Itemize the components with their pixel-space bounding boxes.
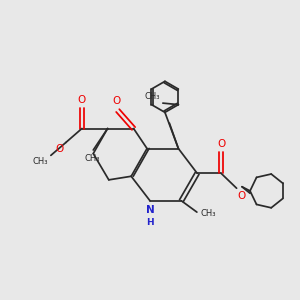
Text: CH₃: CH₃	[145, 92, 161, 101]
Text: CH₃: CH₃	[33, 157, 49, 166]
Text: O: O	[78, 94, 86, 105]
Text: O: O	[112, 96, 120, 106]
Text: CH₃: CH₃	[84, 154, 100, 163]
Text: H: H	[146, 218, 154, 227]
Text: CH₃: CH₃	[200, 209, 216, 218]
Text: O: O	[217, 139, 225, 149]
Text: N: N	[146, 205, 154, 215]
Text: O: O	[55, 144, 63, 154]
Text: O: O	[238, 190, 246, 201]
